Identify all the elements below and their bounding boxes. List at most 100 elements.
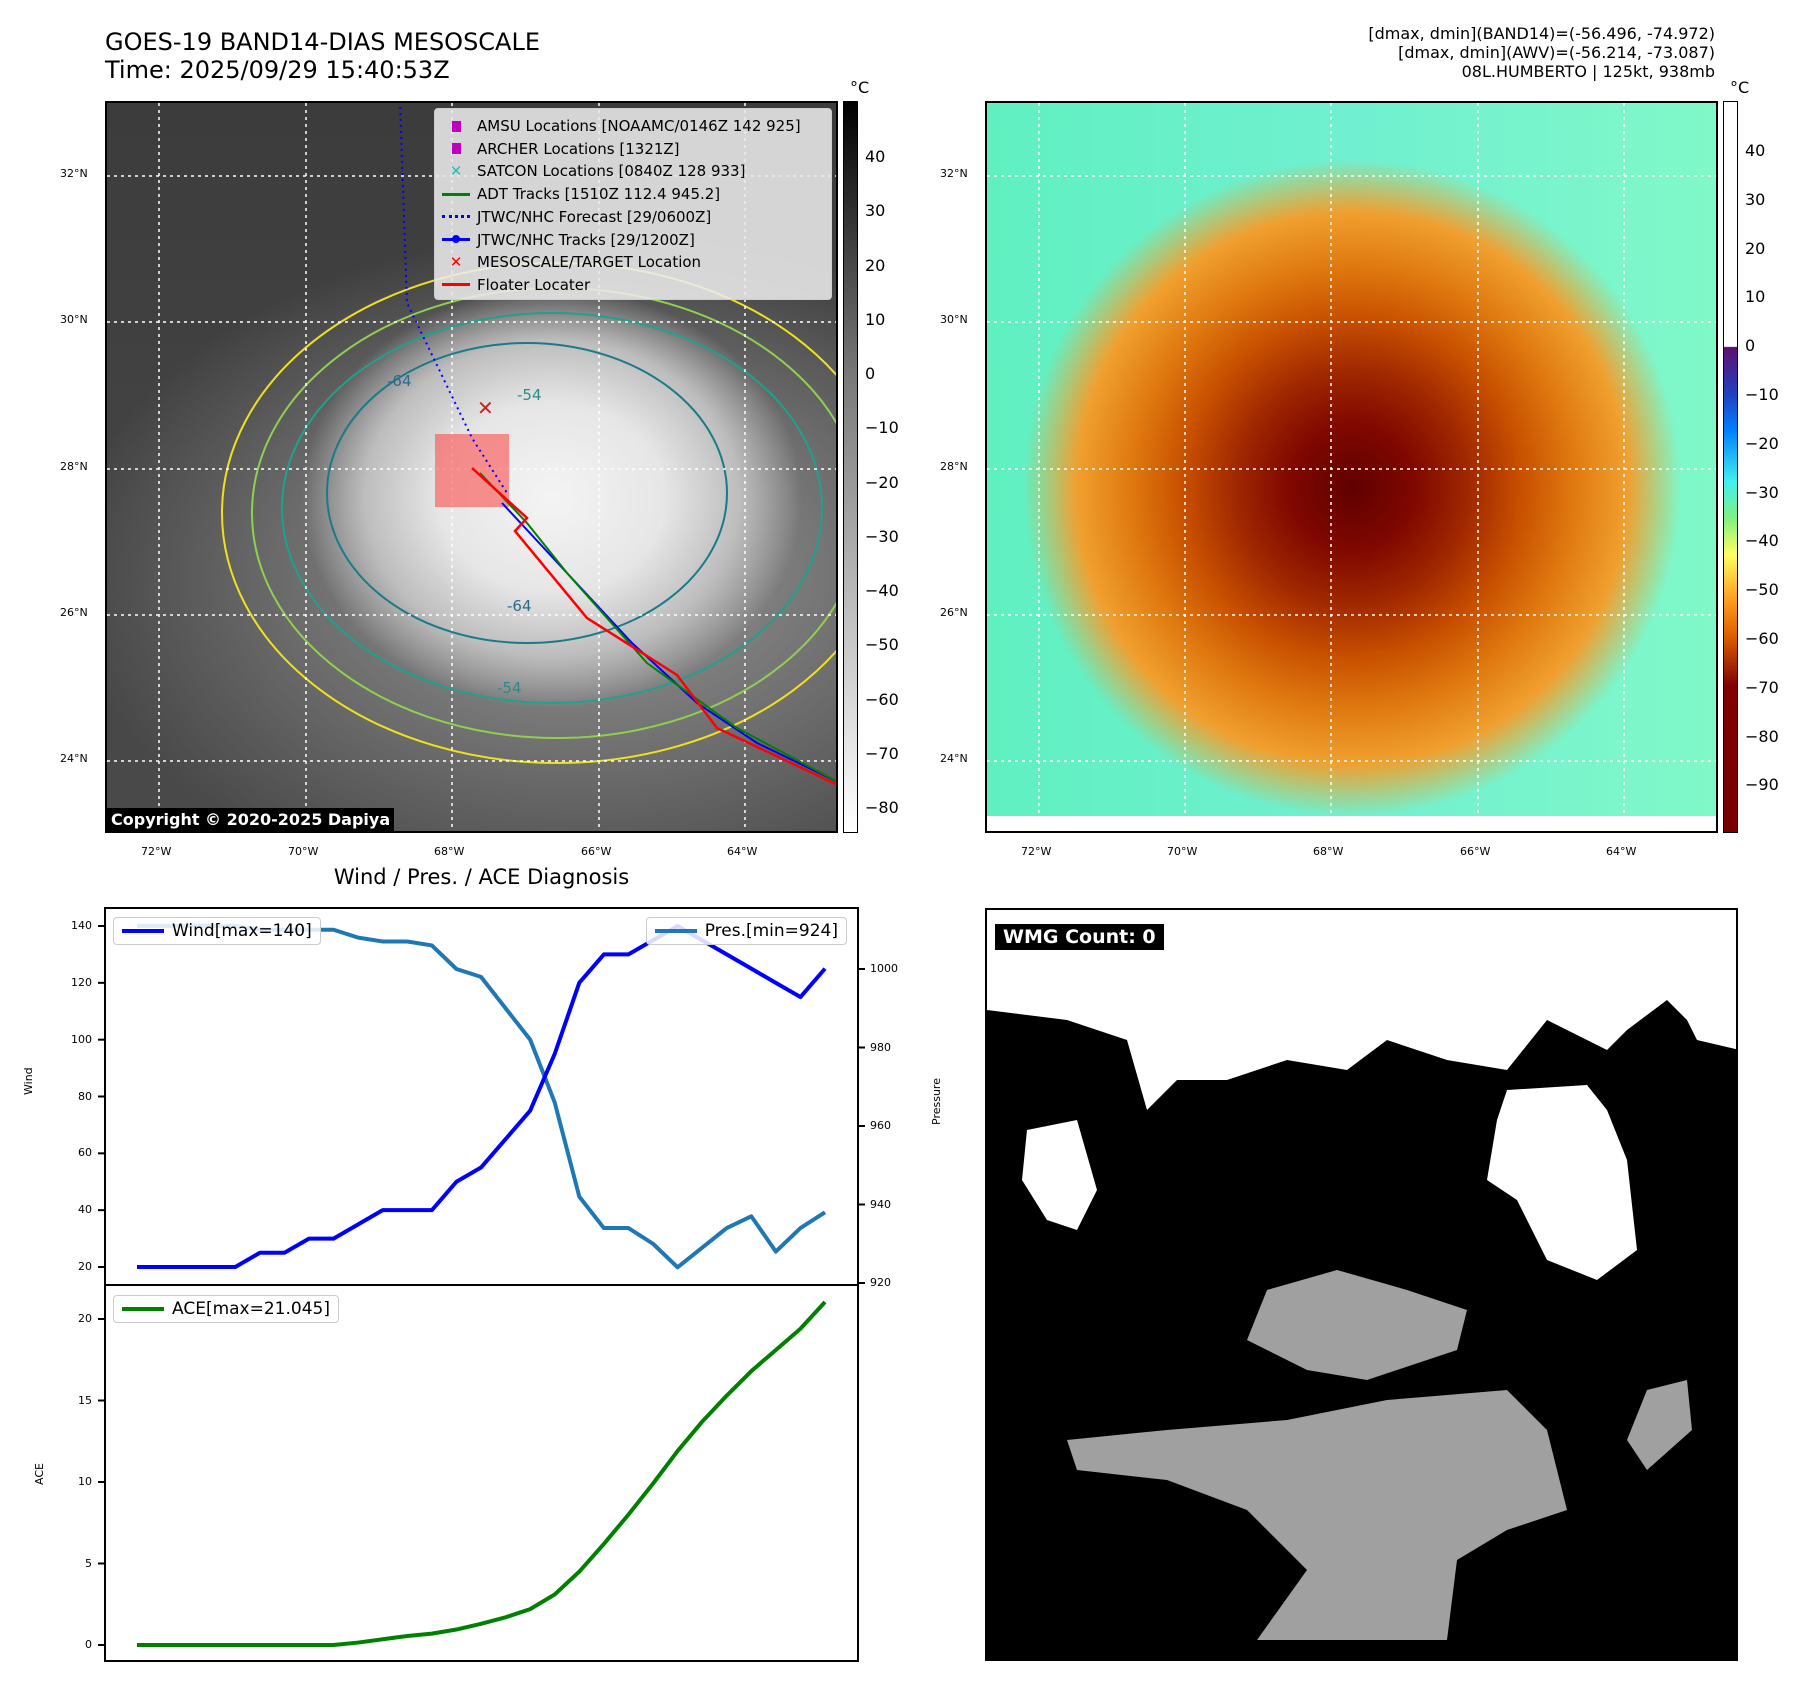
lat-label: 24°N — [940, 752, 968, 765]
colorbar-right-unit: °C — [1730, 78, 1750, 97]
pressure-tick: 1000 — [870, 962, 898, 975]
colorbar-tick: 10 — [1745, 287, 1766, 307]
lat-label: 28°N — [60, 460, 88, 473]
lon-label: 66°W — [581, 845, 612, 858]
lat-label: 32°N — [60, 167, 88, 180]
info-band14: [dmax, dmin](BAND14)=(-56.496, -74.972) — [1368, 24, 1715, 43]
legend-item: AMSU Locations [NOAAMC/0146Z 142 925] — [435, 115, 801, 137]
title-product: GOES-19 BAND14-DIAS MESOSCALE — [105, 28, 541, 56]
lat-label: 26°N — [940, 606, 968, 619]
colorbar-tick: 40 — [865, 147, 886, 166]
contour-label: -54 — [517, 386, 542, 404]
colorbar-tick: 10 — [865, 309, 886, 329]
lat-label: 30°N — [60, 313, 88, 326]
ace-tick: 5 — [85, 1556, 92, 1570]
legend-wind-label: Wind[max=140] — [172, 921, 312, 941]
contour-label: -54 — [497, 679, 522, 697]
colorbar-tick: 20 — [1745, 238, 1766, 258]
colorbar-tick: 30 — [1745, 189, 1766, 209]
colorbar-tick: −80 — [865, 798, 899, 817]
legend-symbol-icon — [435, 283, 477, 287]
wind-tick: 20 — [78, 1260, 92, 1273]
map-overlay-right — [987, 103, 1716, 831]
adt-track — [479, 472, 836, 782]
colorbar-tick: −20 — [865, 472, 899, 492]
legend-label: JTWC/NHC Tracks [29/1200Z] — [477, 230, 695, 249]
legend-item: ✕ MESOSCALE/TARGET Location — [435, 251, 701, 273]
lon-label: 72°W — [1021, 845, 1052, 858]
colorbar-left-unit: °C — [850, 78, 870, 97]
legend-label: Floater Locater — [477, 275, 591, 294]
nhc-track — [501, 502, 836, 783]
wind-tick: 40 — [78, 1203, 92, 1217]
lat-label: 32°N — [940, 167, 968, 180]
ace-axis-label: ACE — [33, 1463, 46, 1485]
legend-symbol-icon — [435, 235, 477, 243]
pressure-tick: 980 — [870, 1040, 891, 1054]
awv-map[interactable] — [985, 101, 1718, 833]
lon-label: 70°W — [1167, 845, 1198, 858]
legend-item: Floater Locater — [435, 274, 590, 296]
wind-tick: 140 — [71, 919, 92, 932]
colorbar-tick: −70 — [1745, 677, 1779, 697]
chart-title: Wind / Pres. / ACE Diagnosis — [333, 865, 630, 889]
forecast-track — [399, 103, 508, 494]
colorbar-tick: −80 — [1745, 726, 1779, 746]
legend-pres-label: Pres.[min=924] — [704, 921, 838, 941]
info-storm: 08L.HUMBERTO | 125kt, 938mb — [1461, 62, 1715, 81]
colorbar-tick: −30 — [1745, 482, 1779, 502]
colorbar-tick: −30 — [865, 526, 899, 546]
lon-label: 72°W — [141, 845, 172, 858]
legend-symbol-icon — [435, 143, 477, 155]
ace-axes — [104, 1284, 859, 1662]
colorbar-tick: −10 — [865, 418, 899, 438]
legend-item: JTWC/NHC Forecast [29/0600Z] — [435, 206, 711, 228]
legend-label: ADT Tracks [1510Z 112.4 945.2] — [477, 185, 721, 204]
colorbar-tick: −40 — [1745, 531, 1779, 551]
legend-ace-label: ACE[max=21.045] — [172, 1299, 330, 1319]
band14-map[interactable]: ✕ -64 -54 -64 -54 AMSU Locations [NOAAMC… — [105, 101, 838, 833]
colorbar-tick: −60 — [865, 689, 899, 709]
legend-symbol-icon — [435, 192, 477, 196]
lat-label: 26°N — [60, 606, 88, 619]
colorbar-tick: −60 — [1745, 629, 1779, 648]
lat-label: 30°N — [940, 313, 968, 326]
legend-label: JTWC/NHC Forecast [29/0600Z] — [477, 207, 712, 226]
colorbar-tick: 30 — [865, 201, 886, 221]
wind-axis-label: Wind — [22, 1067, 35, 1095]
pressure-tick: 960 — [870, 1119, 891, 1132]
legend-symbol-icon: ✕ — [449, 253, 463, 272]
lat-label: 28°N — [940, 460, 968, 473]
ace-tick: 15 — [78, 1393, 92, 1407]
contour-teal — [281, 312, 823, 704]
lon-label: 64°W — [1606, 845, 1637, 858]
colorbar-tick: −70 — [865, 743, 899, 763]
info-block: [dmax, dmin](BAND14)=(-56.496, -74.972) … — [1368, 24, 1715, 81]
wind-tick: 100 — [71, 1032, 92, 1046]
colorbar-tick: 40 — [1745, 141, 1766, 160]
legend-item: ✕ SATCON Locations [0840Z 128 933] — [435, 160, 746, 182]
legend-label: SATCON Locations [0840Z 128 933] — [477, 162, 746, 181]
wind-tick: 60 — [78, 1146, 92, 1160]
wind-tick: 80 — [78, 1089, 92, 1103]
lon-label: 68°W — [434, 845, 465, 858]
figure-title: GOES-19 BAND14-DIAS MESOSCALE Time: 2025… — [105, 28, 540, 84]
contour-dark — [326, 342, 728, 644]
colorbar-right — [1723, 101, 1738, 833]
legend-item: JTWC/NHC Tracks [29/1200Z] — [435, 229, 695, 251]
lon-label: 68°W — [1313, 845, 1344, 858]
legend-item: ARCHER Locations [1321Z] — [435, 138, 680, 160]
legend-wind: Wind[max=140] — [113, 917, 321, 945]
legend-symbol-icon — [435, 120, 477, 132]
ace-line — [137, 1300, 827, 1647]
wmg-mask — [987, 910, 1736, 1640]
legend-symbol-icon: ✕ — [449, 162, 463, 181]
wmg-panel[interactable]: WMG Count: 0 — [985, 908, 1738, 1661]
title-time: Time: 2025/09/29 15:40:53Z — [105, 56, 450, 84]
ace-tick: 20 — [78, 1312, 92, 1325]
contour-label: -64 — [507, 597, 532, 615]
pressure-tick: 940 — [870, 1197, 891, 1211]
legend-symbol-icon — [435, 215, 477, 219]
contour-label: -64 — [387, 372, 412, 390]
